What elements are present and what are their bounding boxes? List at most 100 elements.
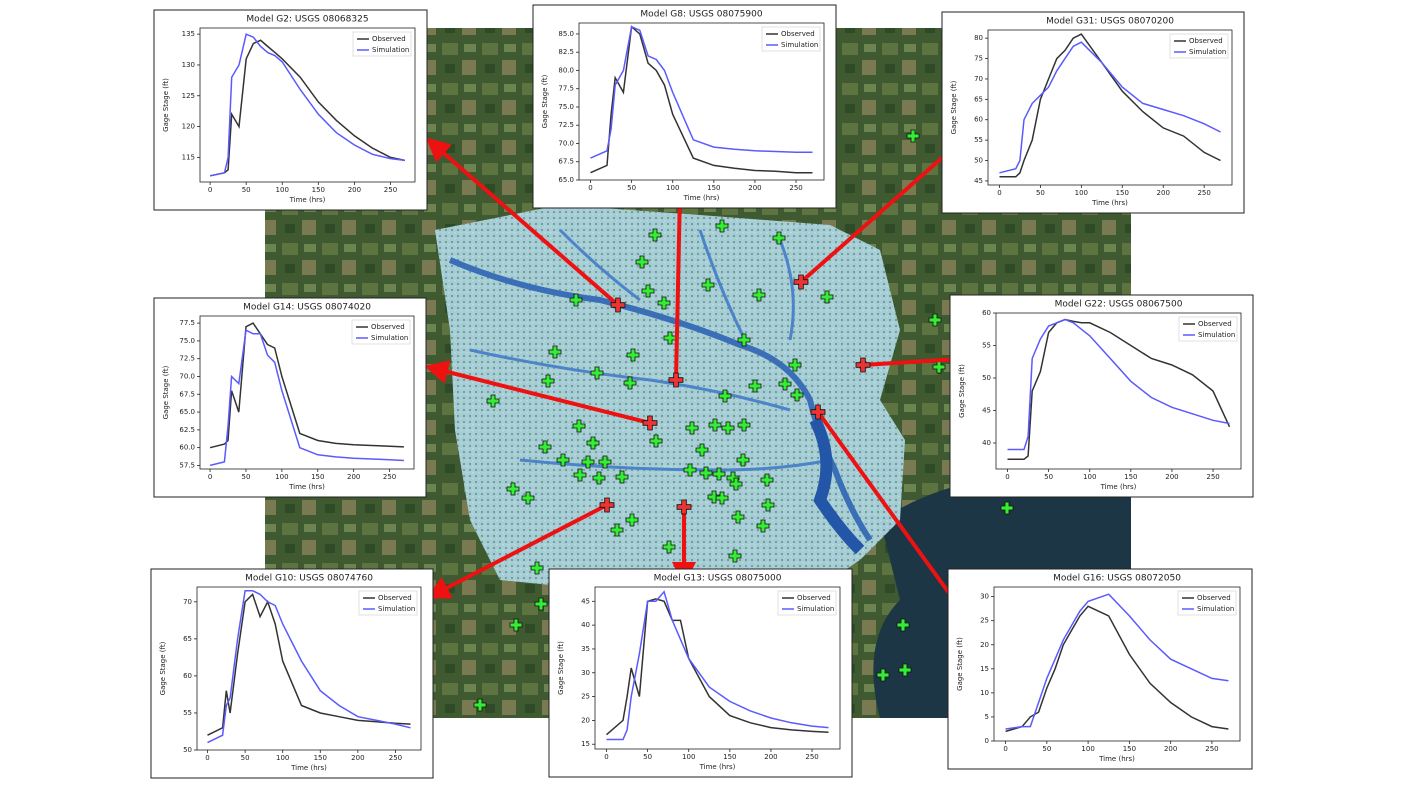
legend-label: Simulation [797, 605, 834, 613]
y-tick-label: 50 [183, 746, 192, 754]
x-tick-label: 0 [588, 184, 592, 192]
legend-box [351, 319, 411, 345]
x-tick-label: 200 [1165, 473, 1178, 481]
y-tick-label: 77.5 [558, 85, 574, 93]
y-axis-label: Gage Stage (ft) [956, 637, 964, 691]
gauge-marker [737, 333, 751, 347]
chart-panel: Model G10: USGS 08074760 0 50 100 150 200 250 5… [150, 568, 434, 779]
gauge-marker [748, 379, 762, 393]
y-tick-label: 55 [183, 709, 192, 717]
x-tick-label: 100 [666, 184, 679, 192]
gauge-marker [707, 490, 721, 504]
y-axis-label: Gage Stage (ft) [958, 364, 966, 418]
y-tick-label: 0 [985, 737, 989, 745]
legend-label: Simulation [1198, 331, 1235, 339]
gauge-marker [810, 404, 826, 420]
x-tick-label: 200 [1157, 189, 1170, 197]
chart-title: Model G16: USGS 08072050 [1053, 574, 1181, 584]
x-axis-label: Time (hrs) [1091, 199, 1128, 207]
x-tick-label: 150 [312, 186, 325, 194]
y-tick-label: 85.0 [558, 30, 574, 38]
plot-area [578, 22, 825, 181]
chart-panel: Model G22: USGS 08067500 0 50 100 150 200 250 4… [949, 294, 1254, 498]
river-delta [809, 417, 865, 555]
y-tick-label: 65 [183, 635, 192, 643]
y-tick-label: 70 [974, 75, 983, 83]
series-line [1007, 318, 1231, 461]
x-tick-label: 100 [1075, 189, 1088, 197]
arrow [425, 137, 620, 307]
plot-area [196, 586, 422, 751]
series-line [1005, 593, 1229, 730]
gauge-marker [473, 698, 487, 712]
gauge-marker [928, 313, 942, 327]
series-line [209, 322, 404, 449]
gauge-marker [635, 255, 649, 269]
y-axis-label: Gage Stage (ft) [541, 74, 549, 128]
y-tick-label: 35 [581, 645, 590, 653]
x-tick-label: 150 [1116, 189, 1129, 197]
gauge-marker [657, 296, 671, 310]
x-tick-label: 50 [1042, 745, 1051, 753]
y-tick-label: 60 [974, 116, 983, 124]
y-axis-label: Gage Stage (ft) [557, 641, 565, 695]
x-tick-label: 250 [384, 186, 397, 194]
gauge-marker [760, 473, 774, 487]
y-tick-label: 135 [182, 30, 195, 38]
y-axis-label: Gage Stage (ft) [159, 641, 167, 695]
chart-panel: Model G2: USGS 08068325 0 50 100 150 200 250 11… [153, 9, 428, 211]
gauge-marker [820, 290, 834, 304]
gauge-marker [486, 394, 500, 408]
gauge-marker [610, 523, 624, 537]
series-line [999, 33, 1221, 178]
gauge-marker [683, 463, 697, 477]
x-tick-label: 50 [627, 184, 636, 192]
x-tick-label: 0 [1003, 745, 1007, 753]
gauge-marker [556, 453, 570, 467]
x-tick-label: 0 [205, 754, 209, 762]
y-tick-label: 72.5 [179, 355, 195, 363]
gauge-marker [715, 491, 729, 505]
gauge-marker [736, 453, 750, 467]
gauge-marker [569, 293, 583, 307]
legend-label: Observed [1197, 594, 1231, 602]
chart-title: Model G13: USGS 08075000 [654, 574, 782, 584]
gauge-marker [623, 376, 637, 390]
plot-area [987, 29, 1233, 186]
plot-area [199, 315, 415, 470]
x-tick-label: 200 [748, 184, 761, 192]
y-tick-label: 80.0 [558, 66, 574, 74]
x-tick-label: 200 [351, 754, 364, 762]
gauge-marker [772, 231, 786, 245]
gauge-marker [721, 421, 735, 435]
x-axis-label: Time (hrs) [1098, 755, 1135, 763]
gauge-marker [898, 663, 912, 677]
legend-label: Simulation [781, 41, 818, 49]
gauge-marker [668, 372, 684, 388]
plot-area [995, 312, 1242, 470]
gauge-marker [506, 482, 520, 496]
x-tick-label: 0 [997, 189, 1001, 197]
x-tick-label: 100 [276, 754, 289, 762]
y-tick-label: 55 [974, 136, 983, 144]
arrow [425, 503, 608, 599]
gauge-marker [932, 360, 946, 374]
x-tick-label: 150 [707, 184, 720, 192]
gauge-marker [896, 618, 910, 632]
y-tick-label: 65.0 [558, 176, 574, 184]
panel-frame [548, 568, 853, 778]
y-tick-label: 30 [980, 593, 989, 601]
x-tick-label: 150 [1124, 473, 1137, 481]
arrow [799, 136, 967, 284]
y-tick-label: 45 [982, 407, 991, 415]
y-tick-label: 65.0 [179, 408, 195, 416]
gauge-marker [598, 455, 612, 469]
legend-label: Observed [781, 30, 815, 38]
x-tick-label: 50 [1044, 473, 1053, 481]
y-tick-label: 50 [974, 157, 983, 165]
legend-label: Simulation [378, 605, 415, 613]
x-tick-label: 250 [1206, 473, 1219, 481]
y-tick-label: 75 [974, 55, 983, 63]
gauge-marker [676, 499, 692, 515]
